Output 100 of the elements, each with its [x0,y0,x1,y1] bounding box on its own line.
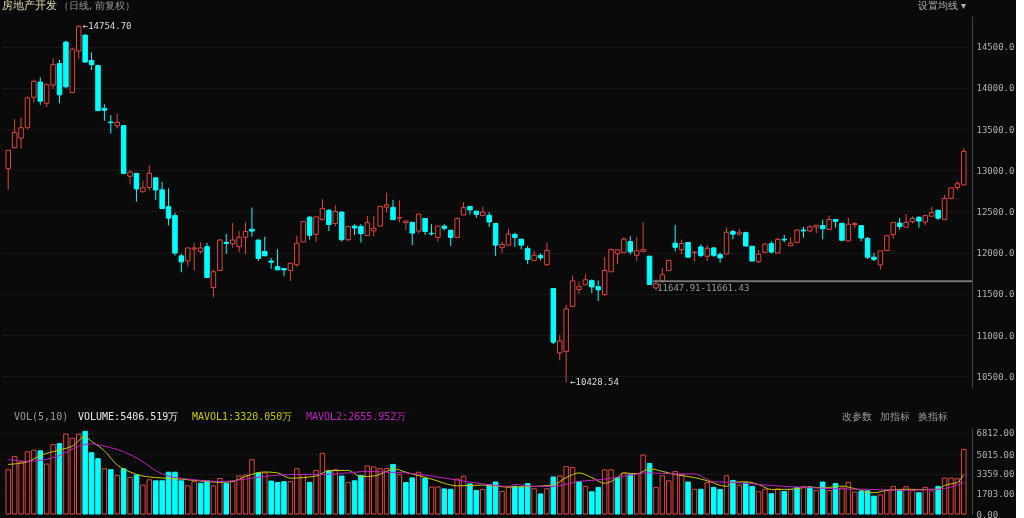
candlestick [37,76,44,106]
annotation: ←14754.70 [82,20,132,31]
bar [621,472,627,515]
bar [101,468,108,515]
candlestick [249,206,255,238]
bar [261,472,268,515]
candlestick [916,215,922,229]
candlestick [415,213,422,235]
candlestick [544,242,550,267]
bar [537,493,544,515]
candlestick [672,224,678,252]
candlestick [108,114,114,134]
bar [550,476,557,515]
bar [306,481,313,515]
line-series [7,443,965,491]
bar [255,472,262,515]
bar [582,485,589,515]
y-tick-label: 3359.00 [976,469,1015,480]
candlestick [467,205,473,216]
candlestick [512,232,518,248]
y-tick-label: 13000.0 [976,165,1015,176]
bar [120,468,127,515]
y-tick-label: 11500.0 [976,289,1015,300]
candlestick [730,229,736,240]
candlestick [903,213,909,228]
bar [813,489,820,515]
candlestick [127,169,133,185]
candlestick [492,222,499,257]
y-tick-label: 1703.00 [976,489,1015,500]
y-tick-label: 14000.0 [976,83,1015,94]
bar [390,463,396,515]
bar [935,485,941,515]
candlestick [5,149,11,191]
chart-title: VOL(5,10) [14,411,69,422]
bar [698,488,704,515]
bar [576,480,582,515]
bar [127,476,133,515]
y-tick-label: 12000.0 [976,248,1015,259]
y-tick-label: 6812.00 [976,428,1015,439]
text: 加指标 [880,411,910,422]
bar [787,489,794,515]
bar [794,486,800,515]
y-tick-label: 13500.0 [976,124,1015,135]
bar [916,492,922,515]
candlestick [326,208,332,232]
bar [768,493,775,515]
bar [422,478,428,515]
bar [704,482,711,515]
bar [807,486,813,515]
candlestick [723,227,730,255]
y-tick-label: 0.00 [976,509,999,518]
bar [133,474,140,515]
bar [736,484,743,515]
chart-subtitle: （日线, 前复权） [59,0,136,11]
y-tick-label: 12500.0 [976,206,1015,217]
candlestick [133,172,140,203]
candlestick [409,221,415,246]
bar [114,474,120,515]
candlestick [210,269,217,298]
chart-title: 房地产开发 [2,0,57,12]
bar [37,450,44,515]
bar [685,481,691,515]
annotation: ←10428.54 [570,377,619,388]
text: MAVOL2:2655.952万 [306,411,407,422]
candlestick [627,235,634,256]
bar [332,469,339,515]
bar [896,489,903,515]
bar [338,475,345,515]
bar [544,488,550,515]
text: MAVOL1:3320.050万 [192,411,293,422]
bar [627,474,634,515]
text: 换指标 [918,411,948,422]
y-tick-label: 14500.0 [976,42,1015,53]
bar [819,481,826,515]
bar [108,469,114,515]
bar [223,482,230,515]
y-tick-label: 11000.0 [976,330,1015,341]
bar [775,488,781,515]
candlestick [396,199,403,223]
bar [730,479,736,515]
candlestick [524,245,531,265]
bar [345,482,351,515]
text: 改参数 [842,411,872,422]
bar [531,488,537,515]
y-tick-label: 5015.00 [976,449,1015,460]
bar [691,488,698,515]
bar [415,471,422,515]
candlestick [178,253,185,273]
bar [396,473,403,515]
bar [826,489,832,515]
candlestick [390,199,396,221]
candlestick [306,215,313,241]
candlestick [332,204,339,227]
bar [480,489,486,515]
y-tick-label: 10500.0 [976,371,1015,382]
band-label: 11647.91-11661.43 [657,282,750,293]
candlestick [819,219,826,240]
bar [326,470,332,515]
text: VOLUME:5406.519万 [78,411,179,422]
text: 设置均线 ▾ [917,0,966,11]
